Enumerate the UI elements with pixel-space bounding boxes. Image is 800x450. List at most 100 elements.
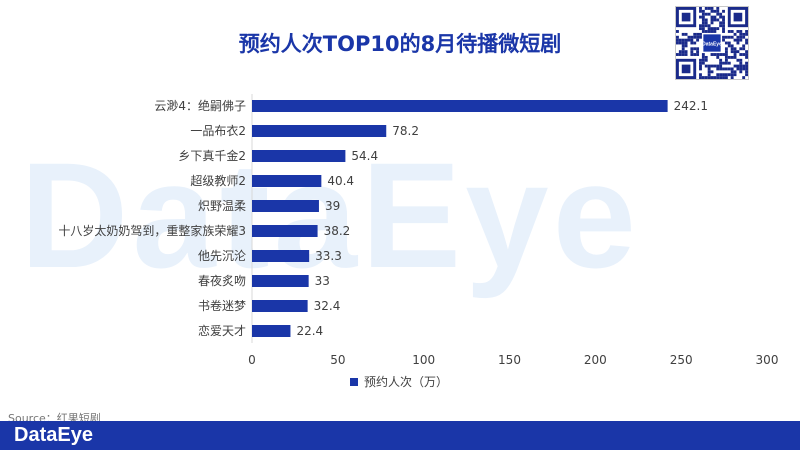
qr-module — [696, 47, 700, 51]
qr-module — [681, 44, 685, 48]
x-tick-label: 50 — [330, 353, 345, 367]
bar — [252, 250, 310, 262]
x-tick-label: 200 — [584, 353, 607, 367]
category-label: 一品布衣2 — [190, 123, 246, 138]
qr-module — [745, 70, 748, 74]
qr-module — [678, 38, 682, 42]
qr-module — [733, 32, 737, 36]
qr-module — [719, 15, 723, 19]
bar — [252, 150, 346, 162]
qr-module — [699, 64, 702, 68]
qr-module — [733, 38, 737, 42]
qr-module — [719, 64, 723, 68]
qr-module — [742, 53, 746, 56]
qr-module — [722, 67, 725, 71]
category-label: 炽野温柔 — [198, 199, 246, 213]
qr-module — [745, 55, 748, 59]
qr-module — [739, 30, 743, 33]
qr-center-logo — [703, 34, 721, 52]
category-label: 乡下真千金2 — [178, 148, 246, 163]
qr-module — [742, 35, 746, 39]
qr-module — [701, 15, 705, 19]
qr-module — [701, 18, 705, 22]
qr-module — [678, 41, 682, 45]
qr-module — [684, 38, 688, 42]
qr-module — [724, 55, 728, 59]
qr-module — [696, 35, 700, 39]
qr-module — [719, 76, 723, 79]
category-label: 超级教师2 — [190, 173, 246, 188]
qr-module — [736, 30, 740, 33]
x-tick-label: 150 — [498, 353, 521, 367]
qr-module — [742, 44, 746, 48]
qr-module — [690, 47, 694, 51]
category-label: 春夜炙吻 — [198, 273, 246, 288]
x-tick-label: 0 — [248, 353, 256, 367]
qr-module — [707, 27, 711, 31]
qr-module — [742, 47, 746, 51]
data-label: 78.2 — [392, 124, 419, 138]
category-label: 恋爱天才 — [198, 323, 246, 338]
qr-module — [699, 76, 702, 79]
qr-module — [739, 35, 743, 39]
qr-module — [719, 73, 723, 77]
qr-module — [745, 50, 748, 54]
bar — [252, 325, 291, 337]
qr-module — [681, 41, 685, 45]
qr-finder — [681, 64, 691, 74]
qr-module — [710, 30, 714, 33]
qr-module — [701, 53, 705, 56]
qr-module — [684, 44, 688, 48]
qr-module — [693, 53, 697, 56]
qr-module — [699, 9, 702, 13]
qr-module — [690, 41, 694, 45]
qr-module — [730, 47, 734, 51]
qr-module — [736, 67, 740, 71]
qr-module — [742, 32, 746, 36]
qr-module — [727, 55, 731, 59]
qr-center-text: DataEye — [702, 42, 722, 48]
qr-module — [684, 53, 688, 56]
qr-module — [736, 58, 740, 62]
qr-module — [722, 24, 725, 28]
qr-module — [724, 61, 728, 65]
qr-module — [701, 30, 705, 33]
qr-module — [716, 73, 720, 77]
qr-module — [704, 12, 708, 16]
qr-module — [730, 35, 734, 39]
qr-module — [716, 27, 720, 31]
qr-module — [704, 64, 708, 68]
qr-module — [696, 50, 700, 54]
qr-module — [713, 27, 717, 31]
qr-module — [713, 53, 717, 56]
qr-module — [724, 73, 728, 77]
qr-module — [707, 70, 711, 74]
qr-module — [739, 53, 743, 56]
qr-module — [719, 61, 723, 65]
qr-module — [730, 70, 734, 74]
x-tick-label: 100 — [412, 353, 435, 367]
qr-module — [724, 41, 728, 45]
qr-module — [707, 73, 711, 77]
qr-module — [727, 35, 731, 39]
qr-module — [745, 61, 748, 65]
qr-module — [739, 47, 743, 51]
qr-module — [693, 35, 697, 39]
category-label: 十八岁太奶奶驾到，重整家族荣耀3 — [58, 223, 246, 238]
qr-module — [693, 32, 697, 36]
bar — [252, 125, 387, 137]
qr-module — [724, 53, 728, 56]
qr-module — [716, 55, 720, 59]
qr-module — [716, 7, 720, 10]
qr-module — [722, 73, 725, 77]
qr-module — [676, 41, 679, 45]
qr-module — [713, 76, 717, 79]
qr-module — [710, 15, 714, 19]
qr-module — [722, 18, 725, 22]
qr-module — [684, 32, 688, 36]
qr-module — [678, 53, 682, 56]
qr-module — [724, 50, 728, 54]
qr-module — [710, 70, 714, 74]
qr-module — [701, 9, 705, 13]
qr-module — [701, 12, 705, 16]
